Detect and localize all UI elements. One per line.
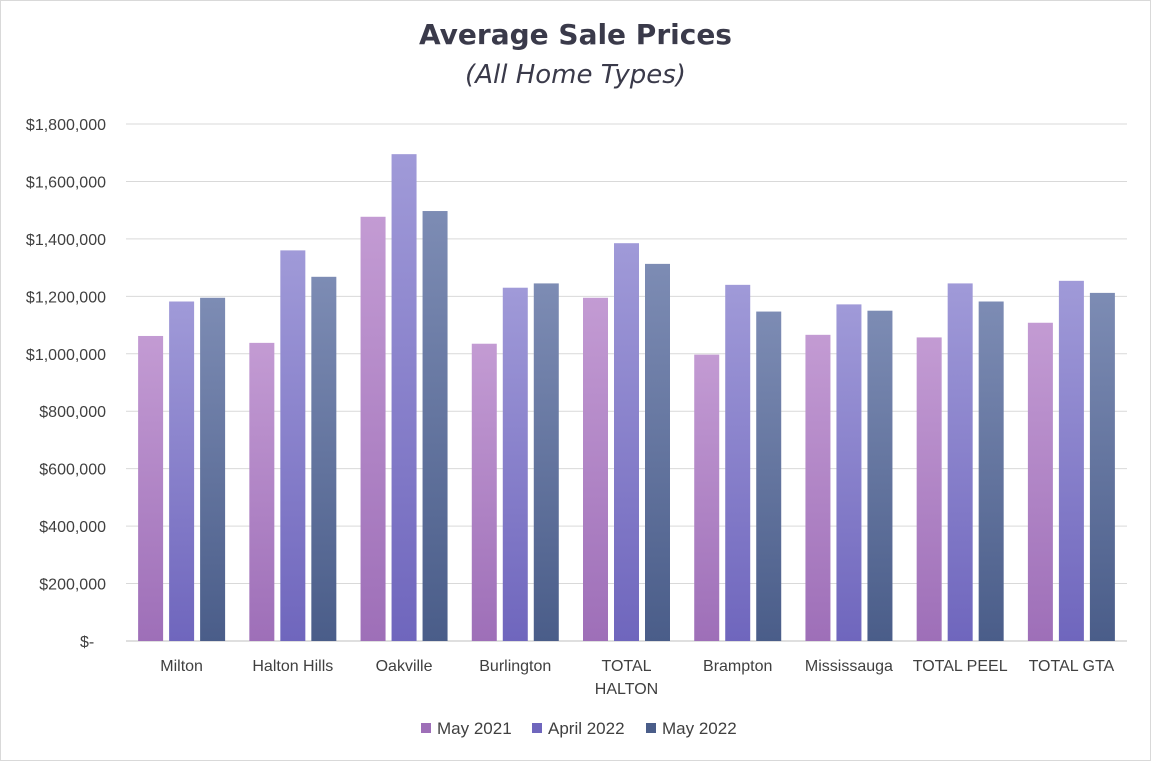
legend-label: April 2022 [548,719,625,738]
bar-may-2021 [1027,322,1053,641]
bar-may-2021 [805,334,831,641]
y-tick-label: $1,200,000 [26,289,106,306]
x-axis: Milton Halton Hills Oakville Burlington TOTA… [160,658,1114,698]
legend-swatch [646,723,656,733]
bar-april-2022 [391,154,417,642]
bar-april-2022 [1058,280,1084,641]
bar-may-2021 [694,354,720,641]
bar-may-2022 [756,311,782,641]
legend-label: May 2021 [437,719,512,738]
y-tick-label: $200,000 [39,577,106,594]
bar-april-2022 [502,287,528,641]
legend: May 2021 April 2022 May 2022 [421,719,737,738]
bar-may-2021 [916,337,942,641]
x-tick-label: Halton Hills [252,658,333,675]
bar-may-2022 [200,297,226,641]
x-tick-label: HALTON [595,681,658,698]
bar-may-2022 [422,211,448,642]
bar-april-2022 [947,283,973,641]
y-tick-label: $1,800,000 [26,117,106,134]
bar-may-2021 [471,343,497,641]
y-axis: $- $200,000 $400,000 $600,000 $800,000 $1,000… [26,117,106,651]
y-tick-label: $1,400,000 [26,232,106,249]
chart-subtitle: (All Home Types) [465,60,686,90]
bar-may-2021 [583,297,608,641]
bar-april-2022 [614,243,639,642]
bar-april-2022 [280,250,306,641]
x-tick-label: TOTAL [601,658,651,675]
bar-april-2022 [836,304,862,641]
bar-may-2021 [360,216,386,642]
bar-may-2022 [311,276,337,641]
x-tick-label: Burlington [479,658,551,675]
legend-label: May 2022 [662,719,737,738]
x-tick-label: Mississauga [805,658,893,675]
x-tick-label: Brampton [703,658,772,675]
bar-may-2022 [978,301,1004,641]
bar-may-2022 [533,283,559,641]
x-tick-label: Oakville [376,658,433,675]
bar-april-2022 [725,284,751,641]
bars [138,154,1115,642]
bar-april-2022 [169,301,195,641]
bar-may-2021 [138,335,164,641]
bar-may-2022 [645,263,670,641]
x-tick-label: TOTAL PEEL [913,658,1008,675]
y-tick-label: $1,000,000 [26,347,106,364]
chart-title: Average Sale Prices [419,18,732,51]
y-tick-label: $600,000 [39,462,106,479]
y-tick-label: $800,000 [39,404,106,421]
bar-may-2022 [867,310,893,641]
x-tick-label: TOTAL GTA [1029,658,1115,675]
legend-swatch [421,723,431,733]
legend-swatch [532,723,542,733]
bar-may-2021 [249,342,275,641]
y-tick-label: $- [80,634,94,651]
y-tick-label: $400,000 [39,519,106,536]
y-tick-label: $1,600,000 [26,174,106,191]
x-tick-label: Milton [160,658,203,675]
bar-may-2022 [1089,292,1115,641]
